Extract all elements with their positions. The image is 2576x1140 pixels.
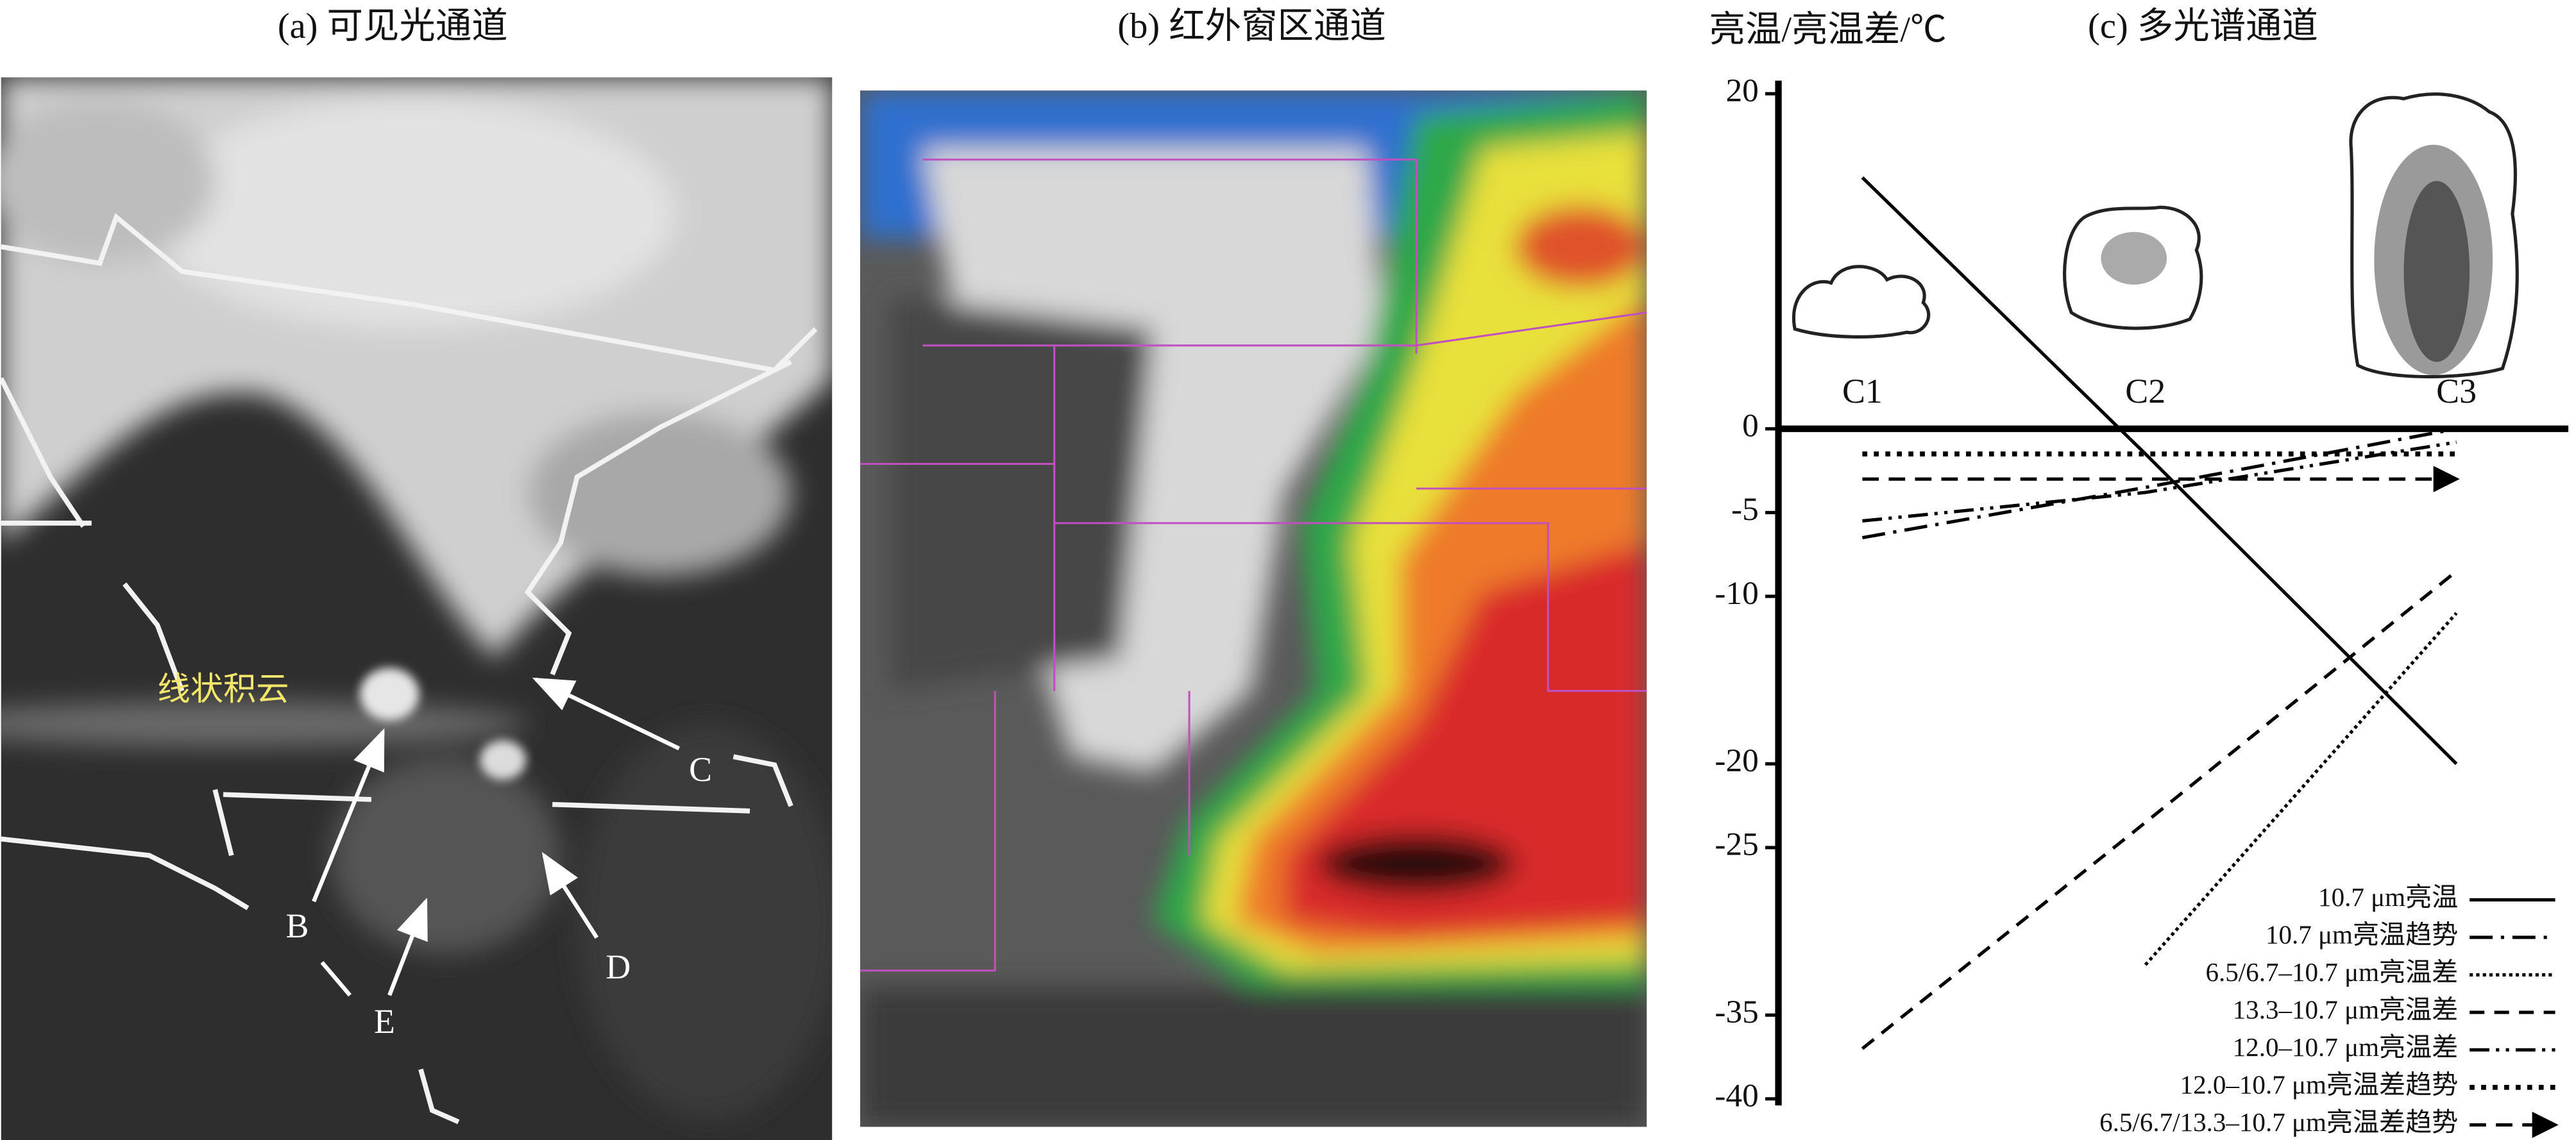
x-tick-label: C3 [2436,372,2477,410]
legend-label: 12.0–10.7 μm亮温差 [2233,1032,2459,1062]
chart-title: (c) 多光谱通道 [2088,6,2318,46]
legend-label: 10.7 μm亮温 [2318,882,2458,912]
y-axis-label: 亮温/亮温差/℃ [1709,10,1947,49]
legend-label: 13.3–10.7 μm亮温差 [2233,994,2459,1024]
series-line [1861,569,2458,1050]
annotation: C [689,750,712,789]
annotation-arrows [312,677,681,997]
series-line [1861,176,2458,766]
infrared-image [860,90,1647,1127]
legend-label: 6.5/6.7–10.7 μm亮温差 [2205,957,2458,987]
y-tick-label: -40 [1715,1078,1758,1114]
legend-label: 6.5/6.7/13.3–10.7 μm亮温差趋势 [2099,1107,2458,1137]
x-tick-label: C2 [2125,372,2165,410]
y-tick-label: -35 [1715,994,1758,1030]
visible-image [1,77,833,1140]
series-line [2144,612,2458,966]
cloud-icons [1792,92,2519,379]
legend-label: 10.7 μm亮温趋势 [2266,919,2458,949]
y-tick-label: 0 [1742,408,1759,444]
legend-label: 12.0–10.7 μm亮温差趋势 [2180,1069,2459,1099]
annotation: B [286,907,309,945]
y-tick-label: 20 [1725,72,1758,109]
annotation: 线状积云 [157,671,289,708]
y-tick-label: -10 [1715,575,1758,612]
y-tick-label: -20 [1715,742,1758,779]
annotation: D [606,948,631,986]
y-tick-label: -5 [1731,491,1759,528]
panel-title: (b) 红外窗区通道 [1117,6,1386,46]
y-tick-label: -25 [1715,826,1758,863]
annotation: E [374,1002,395,1041]
series-line [1861,427,2457,540]
x-tick-label: C1 [1842,372,1883,410]
panel-title: (a) 可见光通道 [278,6,508,46]
series-line [1862,440,2457,523]
